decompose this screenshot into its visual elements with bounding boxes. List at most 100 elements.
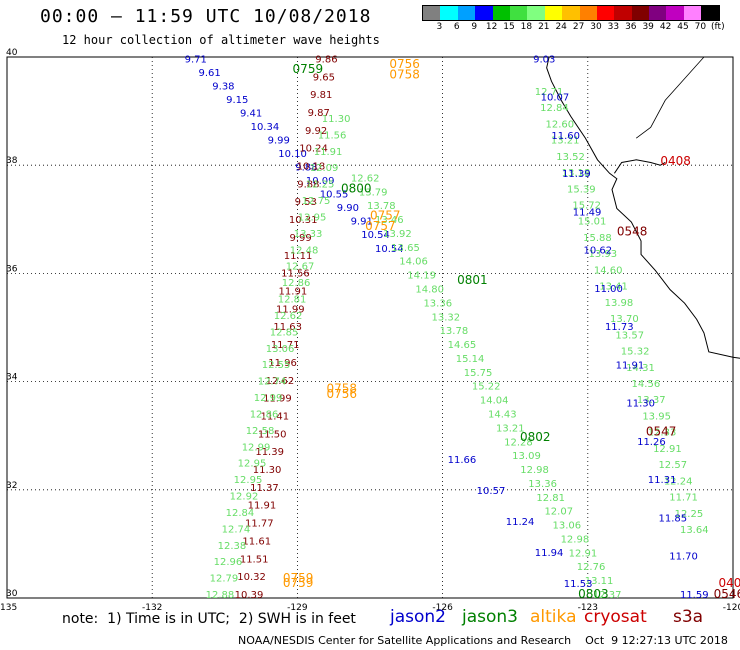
wave-height-value: 11.61: [242, 536, 271, 547]
colorbar-tick-label: 45: [677, 22, 689, 32]
wave-height-value: 12.92: [230, 492, 259, 503]
wave-height-value: 11.60: [551, 131, 580, 142]
colorbar-tick-label: 3: [436, 22, 443, 32]
wave-height-value: 12.60: [546, 119, 575, 130]
wave-height-value: 14.43: [488, 409, 517, 420]
wave-height-value: 13.57: [615, 330, 644, 341]
wave-height-value: 12.91: [569, 548, 598, 559]
wave-height-value: 12.85: [270, 327, 299, 338]
lat-tick-label: 40: [6, 48, 18, 58]
colorbar-swatch: [440, 6, 458, 20]
colorbar-swatch: [527, 6, 545, 20]
colorbar-tick-label: 24: [555, 22, 567, 32]
wave-height-value: 12.48: [290, 245, 319, 256]
wave-height-value: 13.78: [367, 201, 396, 212]
legend-jason2: jason2: [390, 607, 446, 627]
wave-height-value: 12.62: [274, 311, 303, 322]
page-title: 00:00 – 11:59 UTC 10/08/2018: [40, 6, 372, 27]
pass-time-label: 0406: [718, 576, 740, 590]
wave-height-value: 10.54: [361, 230, 390, 241]
wave-height-value: 15.75: [464, 368, 493, 379]
wave-height-value: 12.88: [206, 590, 235, 601]
page-subtitle: 12 hour collection of altimeter wave hei…: [62, 33, 380, 47]
lat-tick-label: 38: [6, 156, 18, 166]
colorbar-tick-label: (ft): [711, 22, 725, 32]
colorbar-swatch: [614, 6, 632, 20]
colorbar-swatch: [423, 6, 441, 20]
wave-height-value: 13.21: [496, 423, 525, 434]
wave-height-value: 13.93: [589, 249, 618, 260]
wave-height-value: 9.86: [315, 54, 337, 65]
wave-height-value: 12.62: [351, 173, 380, 184]
wave-height-value: 13.46: [375, 215, 404, 226]
wave-height-value: 12.55: [262, 360, 291, 371]
wave-height-value: 11.00: [594, 284, 623, 295]
wave-height-value: 13.09: [512, 451, 541, 462]
colorbar-tick-label: 18: [520, 22, 533, 32]
colorbar-tick-label: 36: [625, 22, 637, 32]
colorbar-tick-label: 15: [503, 22, 515, 32]
wave-height-value: 12.95: [238, 459, 267, 470]
pass-time-label: 0802: [520, 430, 551, 444]
wave-height-value: 14.31: [626, 363, 655, 374]
wave-height-value: 12.81: [536, 493, 565, 504]
wave-height-value: 13.21: [551, 136, 580, 147]
wave-height-value: 14.56: [632, 379, 661, 390]
wave-height-value: 15.14: [456, 354, 485, 365]
pass-time-label: 0801: [457, 273, 488, 287]
wave-height-value: 11.71: [669, 493, 698, 504]
pass-time-label: 0759: [293, 62, 324, 76]
wave-height-value: 10.32: [237, 572, 266, 583]
wave-height-value: 13.32: [432, 312, 461, 323]
wave-height-value: 11.66: [448, 455, 477, 466]
wave-height-value: 14.19: [407, 271, 436, 282]
pass-time-label: 0756: [389, 57, 420, 71]
colorbar-swatch: [579, 6, 597, 20]
wave-height-value: 10.57: [477, 486, 506, 497]
wave-height-value: 11.39: [255, 447, 284, 458]
wave-height-value: 11.71: [271, 340, 300, 351]
wave-height-value: 11.85: [659, 513, 688, 524]
wave-height-value: 13.79: [359, 187, 388, 198]
legend-s3a: s3a: [673, 607, 704, 627]
colorbar-swatch: [649, 6, 667, 20]
colorbar-swatch: [475, 6, 493, 20]
wave-height-value: 12.24: [664, 476, 693, 487]
colorbar-tick-label: 42: [659, 22, 672, 32]
wave-height-value: 11.63: [273, 322, 302, 333]
wave-height-value: 12.25: [675, 509, 704, 520]
wave-height-value: 11.94: [535, 548, 564, 559]
wave-height-value: 9.99: [289, 233, 311, 244]
wave-height-value: 11.39: [562, 169, 591, 180]
wave-height-value: 10.09: [306, 176, 335, 187]
wave-height-value: 9.71: [185, 54, 207, 65]
wave-height-value: 13.11: [585, 576, 614, 587]
california-coastline: [546, 56, 740, 359]
wave-height-value: 11.30: [253, 465, 282, 476]
san-francisco-bay: [614, 159, 666, 174]
lat-tick-label: 34: [6, 373, 18, 383]
pass-time-label: 0759: [283, 571, 314, 585]
wave-height-value: 13.52: [556, 152, 585, 163]
colorbar-swatch: [509, 6, 528, 20]
wave-height-value: 12.33: [648, 428, 677, 439]
wave-height-value: 10.10: [278, 149, 307, 160]
wave-height-value: 11.26: [637, 437, 666, 448]
wave-height-value: 11.91: [616, 360, 645, 371]
wave-height-value: 10.07: [541, 93, 570, 104]
wave-height-value: 11.73: [605, 322, 634, 333]
wave-height-value: 12.28: [504, 437, 533, 448]
wave-height-value: 14.65: [448, 340, 477, 351]
wave-height-value: 13.18: [562, 168, 591, 179]
wave-height-value: 12.38: [218, 541, 247, 552]
colorbar-tick-label: 12: [485, 22, 498, 32]
wave-height-value: 9.87: [308, 108, 330, 119]
wave-height-colorbar: [422, 5, 720, 21]
wave-height-value: 12.79: [210, 574, 239, 585]
wave-height-value: 10.55: [320, 190, 349, 201]
wave-height-value: 12.98: [561, 534, 590, 545]
lon-tick-label: -129: [287, 603, 308, 613]
wave-height-value: 11.59: [680, 590, 709, 601]
wave-height-value: 11.49: [573, 207, 602, 218]
